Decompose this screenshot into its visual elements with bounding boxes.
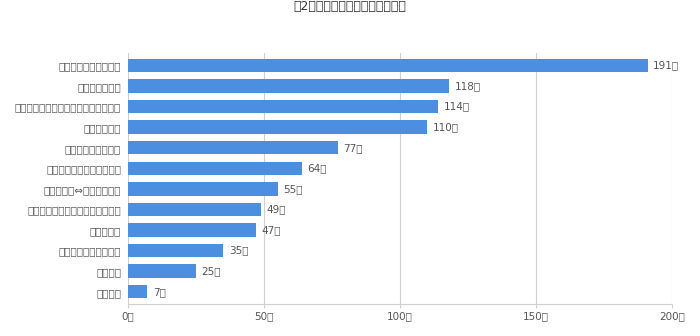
Bar <box>128 141 337 155</box>
Text: 49人: 49人 <box>267 204 286 214</box>
Text: 47人: 47人 <box>261 225 281 235</box>
Bar <box>128 285 147 298</box>
Text: 25人: 25人 <box>202 266 221 276</box>
Text: 110人: 110人 <box>433 122 459 132</box>
Text: 55人: 55人 <box>284 184 302 194</box>
Bar <box>128 182 278 196</box>
Text: 35人: 35人 <box>229 246 248 256</box>
Bar <box>128 203 261 216</box>
Text: 77人: 77人 <box>343 143 363 153</box>
Bar <box>128 120 427 134</box>
Bar <box>128 59 648 72</box>
Text: 図2「ＯＩＣＭＡ」主な利用用途: 図2「ＯＩＣＭＡ」主な利用用途 <box>293 0 407 13</box>
Text: 118人: 118人 <box>454 81 481 91</box>
Text: 191人: 191人 <box>653 60 679 71</box>
Text: 114人: 114人 <box>444 101 470 112</box>
Bar <box>128 244 223 257</box>
Bar <box>128 223 256 237</box>
Bar <box>128 162 302 175</box>
Text: 7人: 7人 <box>153 287 165 297</box>
Bar <box>128 264 196 278</box>
Bar <box>128 79 449 93</box>
Bar <box>128 100 438 113</box>
Text: 64人: 64人 <box>308 163 327 173</box>
